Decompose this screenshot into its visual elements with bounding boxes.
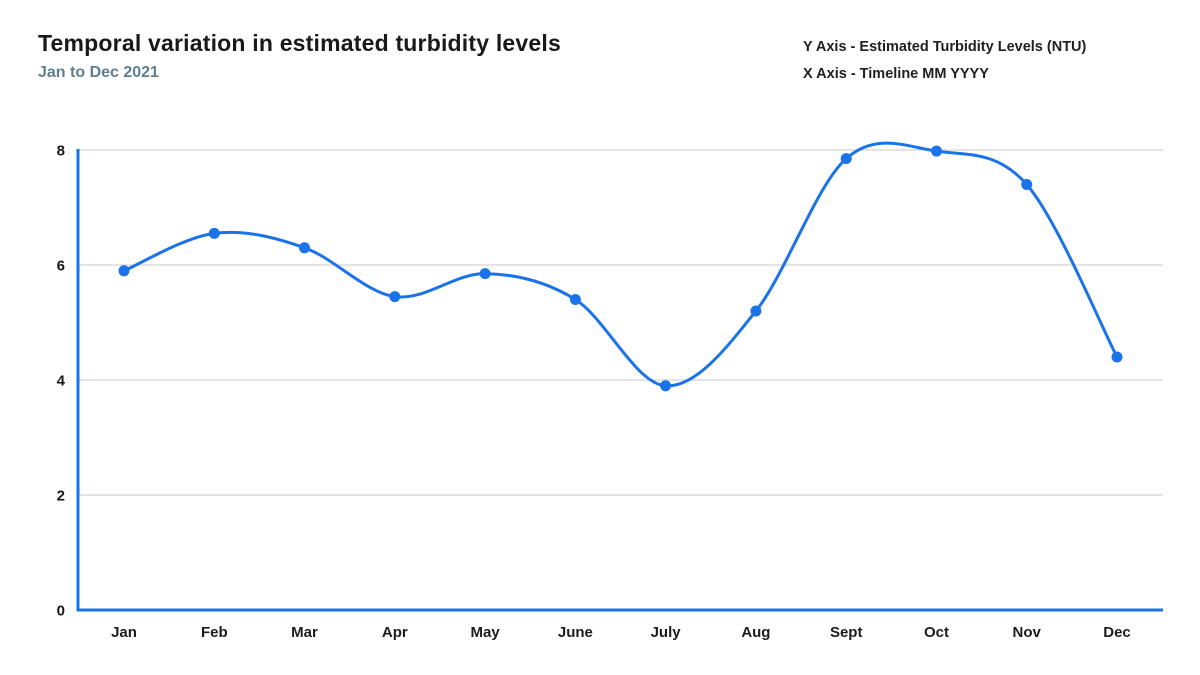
x-tick-label: Aug — [741, 624, 770, 641]
data-point — [840, 153, 852, 165]
axis-note-y: Y Axis - Estimated Turbidity Levels (NTU… — [803, 39, 1087, 55]
data-point — [1111, 351, 1123, 363]
x-tick-label: July — [651, 624, 682, 641]
data-point — [299, 242, 310, 254]
y-tick-label: 4 — [57, 373, 66, 390]
data-point — [569, 294, 581, 305]
axis-note-x: X Axis - Timeline MM YYYY — [803, 66, 989, 82]
chart-header: Temporal variation in estimated turbidit… — [38, 30, 561, 82]
x-tick-label: Jan — [111, 624, 137, 641]
data-point — [479, 268, 491, 280]
y-tick-label: 6 — [57, 258, 65, 275]
data-point — [1021, 179, 1033, 190]
x-tick-label: Mar — [291, 624, 318, 641]
data-point — [118, 265, 130, 277]
x-tick-label: June — [558, 624, 593, 641]
x-tick-label: Oct — [924, 624, 949, 641]
data-point — [750, 305, 762, 317]
x-tick-label: Dec — [1103, 624, 1131, 641]
x-tick-label: May — [471, 624, 501, 641]
x-tick-label: Sept — [830, 624, 863, 641]
y-tick-label: 0 — [57, 603, 65, 620]
page-subtitle: Jan to Dec 2021 — [38, 64, 159, 81]
data-point — [660, 380, 672, 392]
data-point — [208, 227, 220, 239]
y-tick-label: 2 — [57, 488, 65, 505]
data-point — [389, 291, 401, 303]
x-tick-label: Feb — [201, 624, 228, 641]
page-title: Temporal variation in estimated turbidit… — [38, 30, 561, 56]
axis-note: Y Axis - Estimated Turbidity Levels (NTU… — [803, 34, 1086, 88]
y-tick-label: 8 — [57, 143, 65, 160]
data-point — [931, 145, 942, 157]
x-tick-label: Apr — [382, 624, 408, 641]
x-tick-label: Nov — [1013, 624, 1042, 641]
